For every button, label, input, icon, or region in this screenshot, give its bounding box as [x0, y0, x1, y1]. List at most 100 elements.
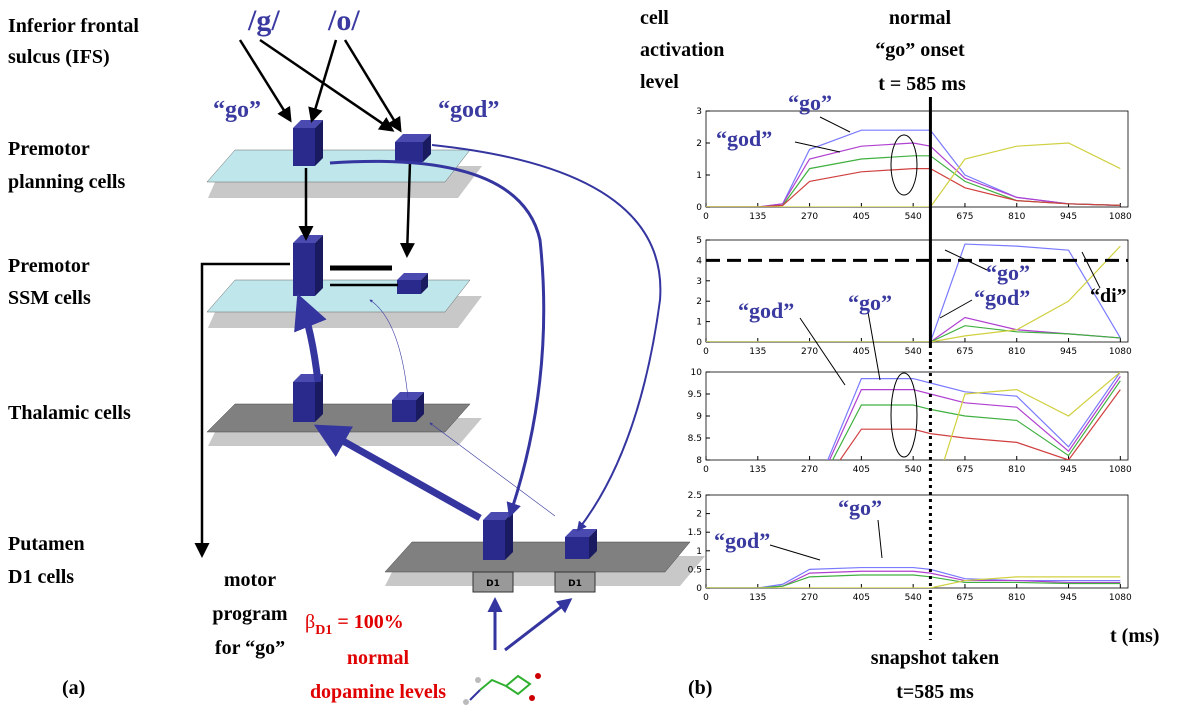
x-tick-label: 1080 — [1109, 593, 1132, 603]
x-tick-label: 135 — [749, 212, 766, 222]
x-tick-label: 270 — [801, 212, 818, 222]
onset-label: normal — [889, 7, 952, 29]
phoneme: /g/ — [247, 4, 280, 37]
x-tick-label: 0 — [703, 465, 709, 475]
beta-value: = 100% — [332, 611, 403, 633]
snapshot-label: t=585 ms — [896, 681, 974, 703]
cell-front — [293, 243, 315, 296]
cell — [397, 273, 428, 294]
y-tick-label: 1 — [696, 318, 702, 328]
layer-label: planning cells — [8, 171, 125, 193]
panel-label: (b) — [688, 677, 712, 699]
x-tick-label: 405 — [853, 347, 870, 357]
y-tick-label: 0 — [696, 203, 702, 213]
x-tick-label: 135 — [749, 593, 766, 603]
y-tick-label: 9 — [696, 412, 702, 422]
x-tick-label: 810 — [1008, 465, 1025, 475]
x-tick-label: 405 — [853, 593, 870, 603]
x-tick-label: 810 — [1008, 212, 1025, 222]
ifs-label: Inferior frontal — [8, 15, 139, 37]
x-tick-label: 405 — [853, 212, 870, 222]
cell-side — [315, 120, 323, 166]
annotation: “god” — [714, 528, 770, 553]
layer-label: Premotor — [8, 138, 90, 160]
annotation: “go” — [848, 290, 892, 315]
x-tick-label: 1080 — [1109, 347, 1132, 357]
word: “god” — [438, 97, 499, 123]
y-tick-label: 2 — [696, 297, 702, 307]
annotation: “god” — [738, 298, 794, 323]
y-tick-label: 10 — [691, 368, 703, 378]
annotation: “go” — [986, 260, 1030, 285]
cell-side — [315, 235, 323, 296]
cell — [293, 235, 323, 296]
annotation: “di” — [1090, 285, 1127, 307]
x-tick-label: 675 — [956, 347, 973, 357]
cell-front — [392, 400, 416, 422]
onset-label: t = 585 ms — [878, 73, 966, 95]
x-tick-label: 810 — [1008, 593, 1025, 603]
x-tick-label: 135 — [749, 465, 766, 475]
y-tick-label: 8.5 — [688, 434, 702, 444]
x-label: t (ms) — [1110, 625, 1159, 647]
cell-front — [565, 537, 589, 559]
cell-front — [395, 142, 423, 162]
annotation: “god” — [716, 126, 772, 151]
x-tick-label: 675 — [956, 465, 973, 475]
x-tick-label: 270 — [801, 593, 818, 603]
cell-front — [293, 382, 315, 422]
layer-label: SSM cells — [8, 287, 91, 309]
beta-sub: D1 — [315, 623, 332, 638]
beta: β — [305, 611, 315, 633]
y-tick-label: 0 — [696, 584, 702, 594]
x-tick-label: 270 — [801, 347, 818, 357]
x-tick-label: 0 — [703, 212, 709, 222]
x-tick-label: 540 — [905, 347, 922, 357]
cell-front — [397, 280, 421, 294]
word: “go” — [213, 97, 261, 123]
output-label: for “go” — [215, 637, 285, 659]
x-tick-label: 675 — [956, 593, 973, 603]
cell — [483, 512, 513, 560]
y-tick-label: 1.5 — [688, 528, 702, 538]
y-tick-label: 2 — [696, 139, 702, 149]
dopamine-label: dopamine levels — [310, 681, 446, 703]
y-tick-label: 1 — [696, 547, 702, 557]
dopamine-label: normal — [347, 647, 410, 669]
x-tick-label: 540 — [905, 465, 922, 475]
x-tick-label: 945 — [1060, 212, 1077, 222]
x-tick-label: 405 — [853, 465, 870, 475]
snapshot-label: snapshot taken — [871, 647, 999, 669]
cell — [395, 134, 431, 162]
annotation: “go” — [788, 90, 832, 115]
output-label: program — [212, 603, 288, 625]
cell — [293, 120, 323, 166]
x-tick-label: 135 — [749, 347, 766, 357]
onset-label: “go” onset — [875, 39, 965, 61]
x-tick-label: 270 — [801, 465, 818, 475]
cell — [565, 529, 597, 559]
dopamine-beta: βD1 = 100% — [305, 611, 404, 638]
x-tick-label: 810 — [1008, 347, 1025, 357]
x-tick-label: 0 — [703, 347, 709, 357]
y-tick-label: 4 — [696, 256, 702, 266]
x-tick-label: 675 — [956, 212, 973, 222]
ifs-label: sulcus (IFS) — [8, 46, 110, 68]
y-tick-label: 0 — [696, 338, 702, 348]
receptor: D1 — [486, 579, 500, 589]
layer-label: Thalamic cells — [8, 402, 131, 424]
layer-label: Premotor — [8, 255, 90, 277]
y-tick-label: 3 — [696, 277, 702, 287]
layer-label: Putamen — [8, 533, 85, 555]
planes — [207, 150, 705, 592]
y-tick-label: 5 — [696, 236, 702, 246]
y-tick-label: 3 — [696, 107, 702, 117]
figure: Inferior frontal sulcus (IFS) /g/ /o/ “g… — [0, 0, 1190, 719]
y-label: level — [640, 71, 679, 93]
y-tick-label: 9.5 — [688, 390, 702, 400]
y-label: cell — [640, 7, 669, 29]
output-label: motor — [224, 569, 276, 591]
y-tick-label: 0.5 — [688, 565, 702, 575]
